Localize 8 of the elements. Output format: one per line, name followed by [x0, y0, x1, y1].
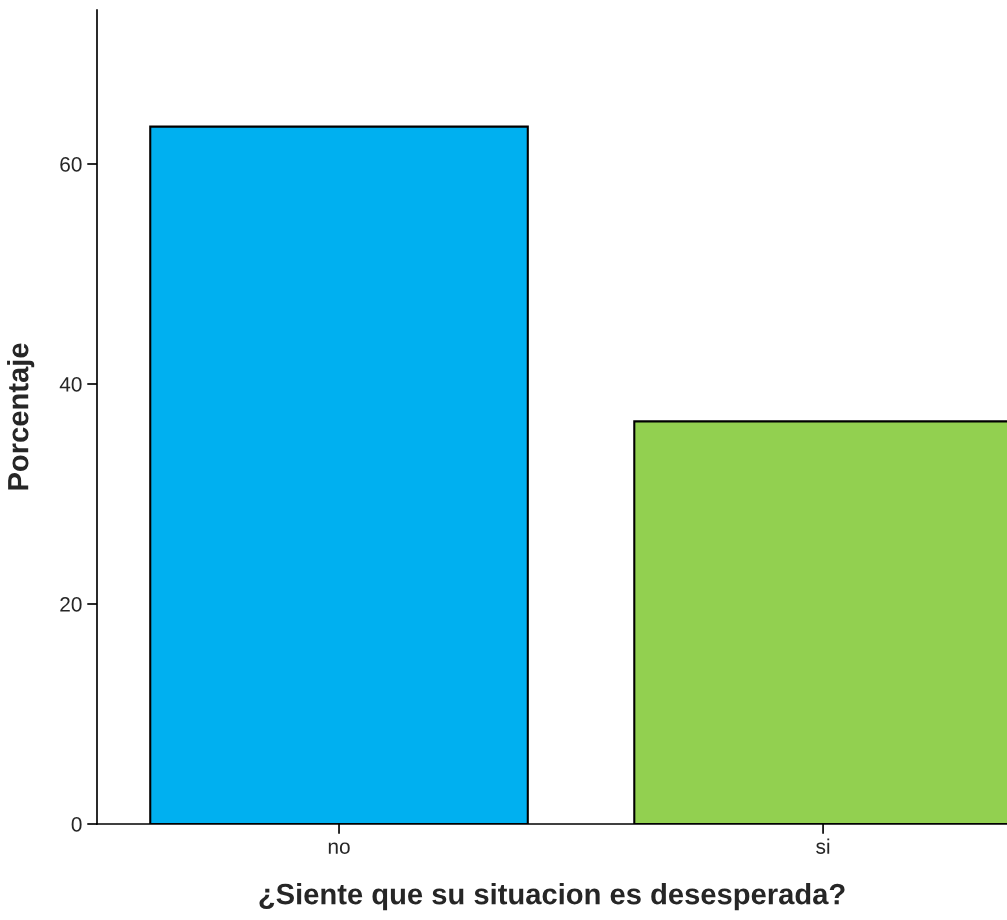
y-tick-label: 20 [60, 597, 82, 612]
x-axis-title: ¿Siente que su situacion es desesperada? [259, 883, 845, 911]
x-tick-label: si [816, 838, 830, 854]
y-tick-label: 0 [71, 817, 82, 832]
y-tick-label: 40 [59, 377, 82, 392]
y-tick-label: 60 [60, 157, 82, 172]
y-axis-title: Porcentaje [7, 343, 35, 490]
x-tick-label: no [328, 842, 350, 854]
